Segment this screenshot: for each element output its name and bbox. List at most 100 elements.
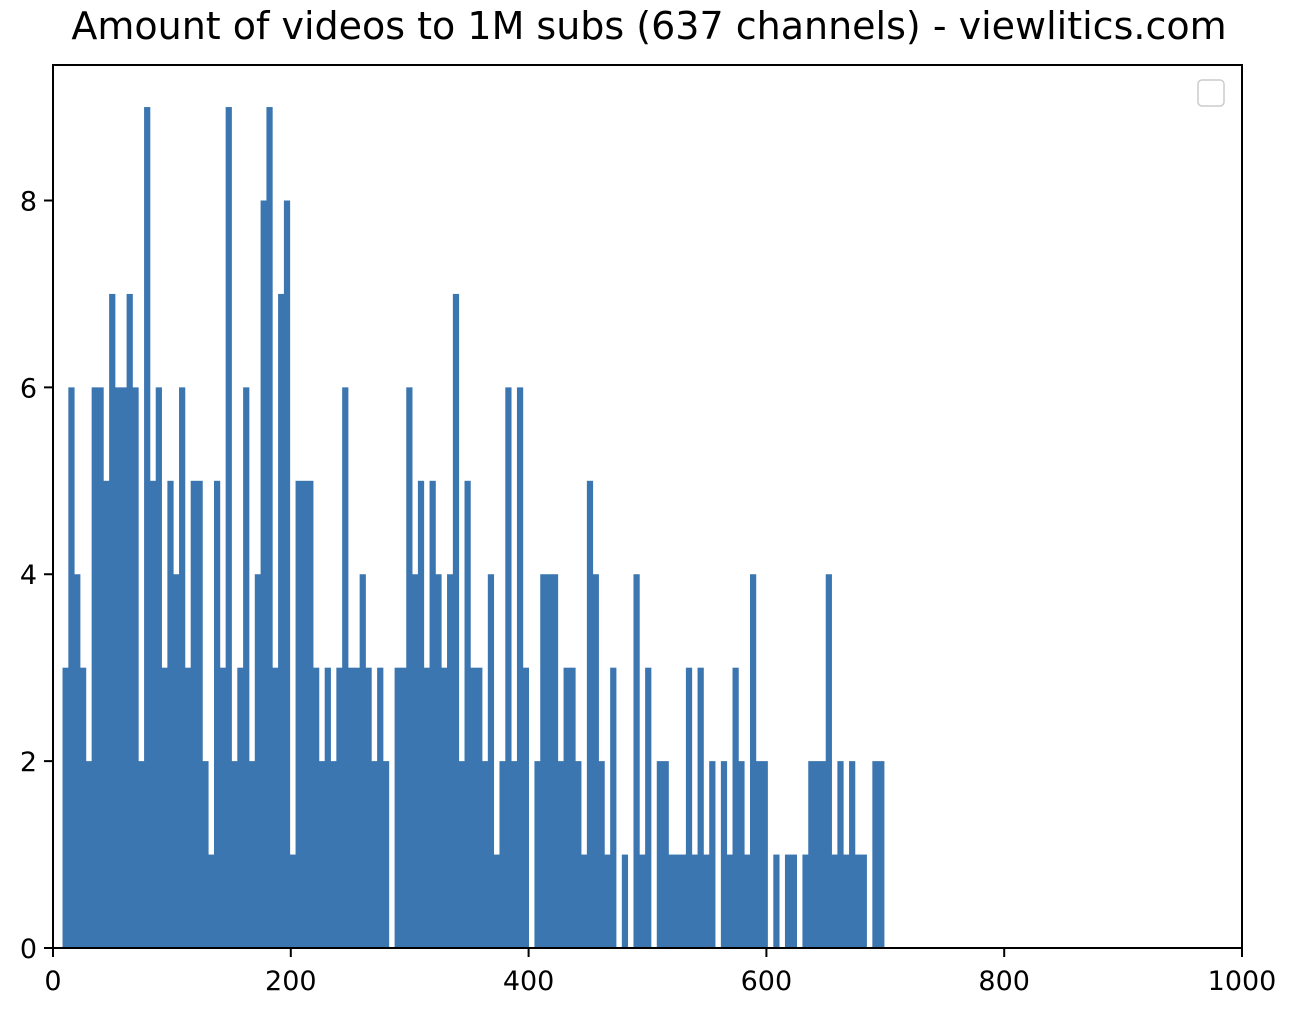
histogram-bar (685, 667, 693, 948)
histogram-bar (516, 387, 524, 948)
histogram-bar (260, 200, 267, 949)
histogram-bar (557, 761, 564, 948)
chart-title: Amount of videos to 1M subs (637 channel… (71, 4, 1227, 48)
y-tick-label: 8 (20, 186, 37, 217)
histogram-bar (691, 854, 698, 948)
histogram-bar (849, 761, 856, 948)
histogram-bar (179, 387, 186, 948)
histogram-bar (476, 667, 483, 948)
histogram-bar (511, 761, 518, 948)
histogram-bar (656, 761, 663, 948)
histogram-bar (365, 667, 372, 948)
histogram-bar (155, 387, 162, 948)
histogram-bar (126, 293, 133, 948)
histogram-bar (563, 667, 570, 948)
x-tick-label: 1000 (1208, 966, 1277, 997)
y-tick-label: 2 (20, 747, 37, 778)
histogram-bar (62, 667, 69, 948)
histogram-bar (318, 761, 326, 948)
histogram-bar (196, 480, 203, 948)
histogram-bar (68, 387, 75, 948)
histogram-bar (726, 854, 733, 948)
histogram-bar (732, 667, 739, 948)
histogram-bar (860, 854, 867, 948)
histogram-bar (639, 854, 646, 948)
histogram-bar (120, 387, 127, 948)
x-tick-label: 0 (44, 966, 61, 997)
histogram-bar (481, 761, 489, 948)
histogram-bar (814, 761, 821, 948)
histogram-bar (394, 667, 401, 948)
histogram-bar (447, 574, 454, 948)
histogram-bar (114, 387, 122, 948)
histogram-bar (755, 761, 763, 948)
histogram-bar (138, 761, 145, 948)
histogram-bar (441, 667, 448, 948)
histogram-bar (429, 480, 436, 948)
histogram-bar (680, 854, 687, 948)
x-tick-label: 800 (978, 966, 1030, 997)
histogram-bar (604, 854, 611, 948)
histogram-bar (493, 854, 500, 948)
histogram-bar (423, 667, 430, 948)
histogram-bar (720, 761, 728, 948)
histogram-bar (854, 854, 862, 948)
histogram-bar (347, 667, 355, 948)
histogram-bar (231, 761, 238, 948)
histogram-bar (173, 574, 180, 948)
histogram-bar (225, 107, 232, 949)
histogram-bar (272, 667, 279, 948)
histogram-bar (586, 480, 594, 948)
histogram-bar (103, 480, 110, 948)
histogram-bar (266, 107, 273, 949)
histogram-bar (91, 387, 98, 948)
histogram-bar (74, 574, 81, 948)
histogram-bar (353, 667, 361, 948)
histogram-bar (464, 480, 471, 948)
y-tick-label: 6 (20, 373, 37, 404)
histogram-bar (674, 854, 681, 948)
histogram-bar (289, 854, 296, 948)
histogram-bar (359, 574, 366, 948)
histogram-bar (330, 761, 337, 948)
histogram-bar (97, 387, 104, 948)
histogram-bar (487, 574, 495, 948)
histogram-bar (668, 854, 675, 948)
x-tick-label: 600 (741, 966, 793, 997)
histogram-bar (522, 667, 529, 948)
histogram-bar (412, 574, 419, 948)
histogram-bar (149, 480, 157, 948)
histogram-bar (540, 574, 547, 948)
x-axis: 0 200 400 600 800 1000 (44, 948, 1276, 997)
histogram-bar (744, 854, 751, 948)
histogram-bar (144, 107, 151, 949)
histogram-bar (295, 480, 302, 948)
histogram-bar (610, 667, 617, 948)
histogram-bar (551, 574, 559, 948)
histogram-bar (417, 480, 425, 948)
histogram-bar (109, 293, 116, 948)
histogram-bar (313, 667, 320, 948)
histogram-bar (167, 480, 174, 948)
histogram-bar (569, 667, 576, 948)
histogram-bar (85, 761, 93, 948)
histogram-bar (773, 854, 780, 948)
histogram-bar (784, 854, 792, 948)
histogram-bar (837, 761, 844, 948)
histogram-bar (790, 854, 797, 948)
histogram-bar (575, 761, 582, 948)
axes-frame (52, 64, 1243, 949)
histogram-bar (283, 200, 291, 949)
histogram-bar (738, 761, 745, 948)
histogram-bar (761, 761, 768, 948)
histogram-bar (592, 574, 599, 948)
histogram-bar (278, 293, 285, 948)
legend-box (1197, 79, 1225, 107)
histogram-bar (458, 761, 465, 948)
histogram-bar (435, 574, 442, 948)
histogram-bar (371, 761, 378, 948)
histogram-bar (301, 480, 308, 948)
histogram-bar (248, 761, 256, 948)
histogram-bar (190, 480, 197, 948)
histogram-bar (400, 667, 407, 948)
